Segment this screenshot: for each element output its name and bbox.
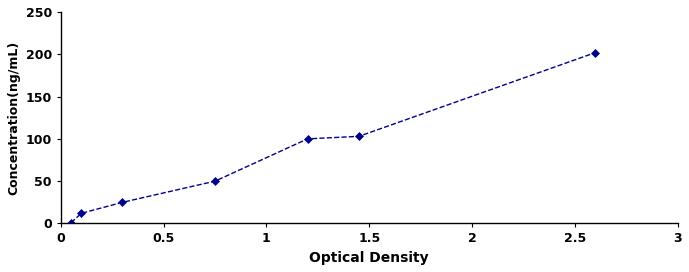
X-axis label: Optical Density: Optical Density <box>309 251 429 265</box>
Y-axis label: Concentration(ng/mL): Concentration(ng/mL) <box>7 41 20 195</box>
